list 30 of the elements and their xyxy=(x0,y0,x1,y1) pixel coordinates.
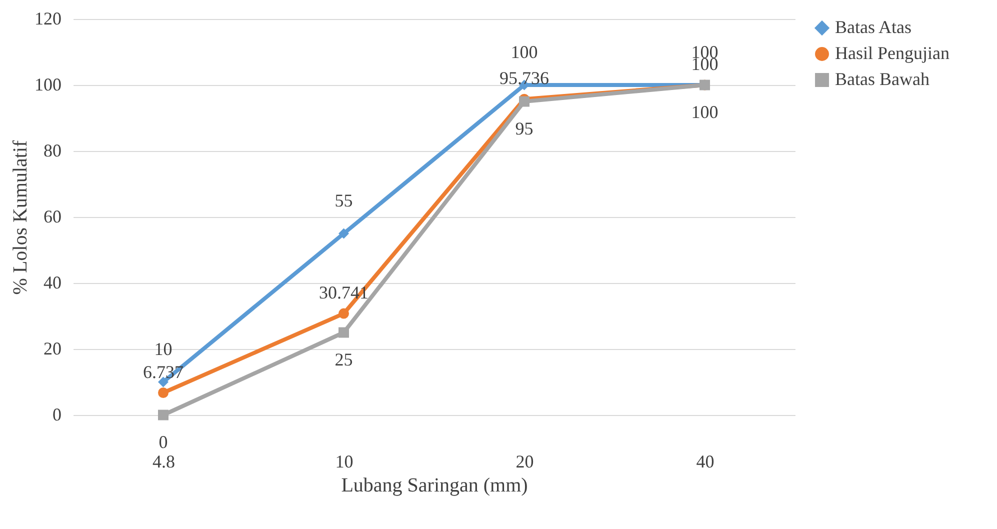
x-tick-label: 20 xyxy=(516,452,534,472)
y-tick-label: 100 xyxy=(34,74,62,94)
x-tick-label: 10 xyxy=(335,452,354,472)
legend-label: Hasil Pengujian xyxy=(835,43,950,63)
y-tick-label: 120 xyxy=(34,8,62,28)
y-tick-label: 20 xyxy=(44,338,62,358)
y-tick-label: 80 xyxy=(44,140,62,160)
x-tick-label: 4.8 xyxy=(152,452,175,472)
data-label: 95 xyxy=(515,118,534,138)
data-label: 0 xyxy=(158,432,168,452)
y-tick-label: 0 xyxy=(52,404,62,424)
data-label: 95.736 xyxy=(500,68,549,88)
point xyxy=(158,410,168,420)
x-axis-title: Lubang Saringan (mm) xyxy=(341,474,528,496)
data-label: 100 xyxy=(510,42,538,62)
y-axis-title: % Lolos Kumulatif xyxy=(10,140,32,295)
point xyxy=(158,388,168,398)
point xyxy=(338,228,349,239)
x-tick-label: 40 xyxy=(696,452,714,472)
data-label: 25 xyxy=(334,350,353,370)
point xyxy=(338,327,349,338)
y-tick-label: 40 xyxy=(44,272,62,292)
legend-label: Batas Bawah xyxy=(835,69,930,89)
data-label: 55 xyxy=(334,190,353,210)
data-label: 100 xyxy=(691,102,718,122)
y-tick-label: 60 xyxy=(44,206,62,226)
point xyxy=(519,96,530,107)
data-label: 10 xyxy=(154,339,172,359)
point xyxy=(338,308,349,319)
legend-label: Batas Atas xyxy=(835,17,912,37)
